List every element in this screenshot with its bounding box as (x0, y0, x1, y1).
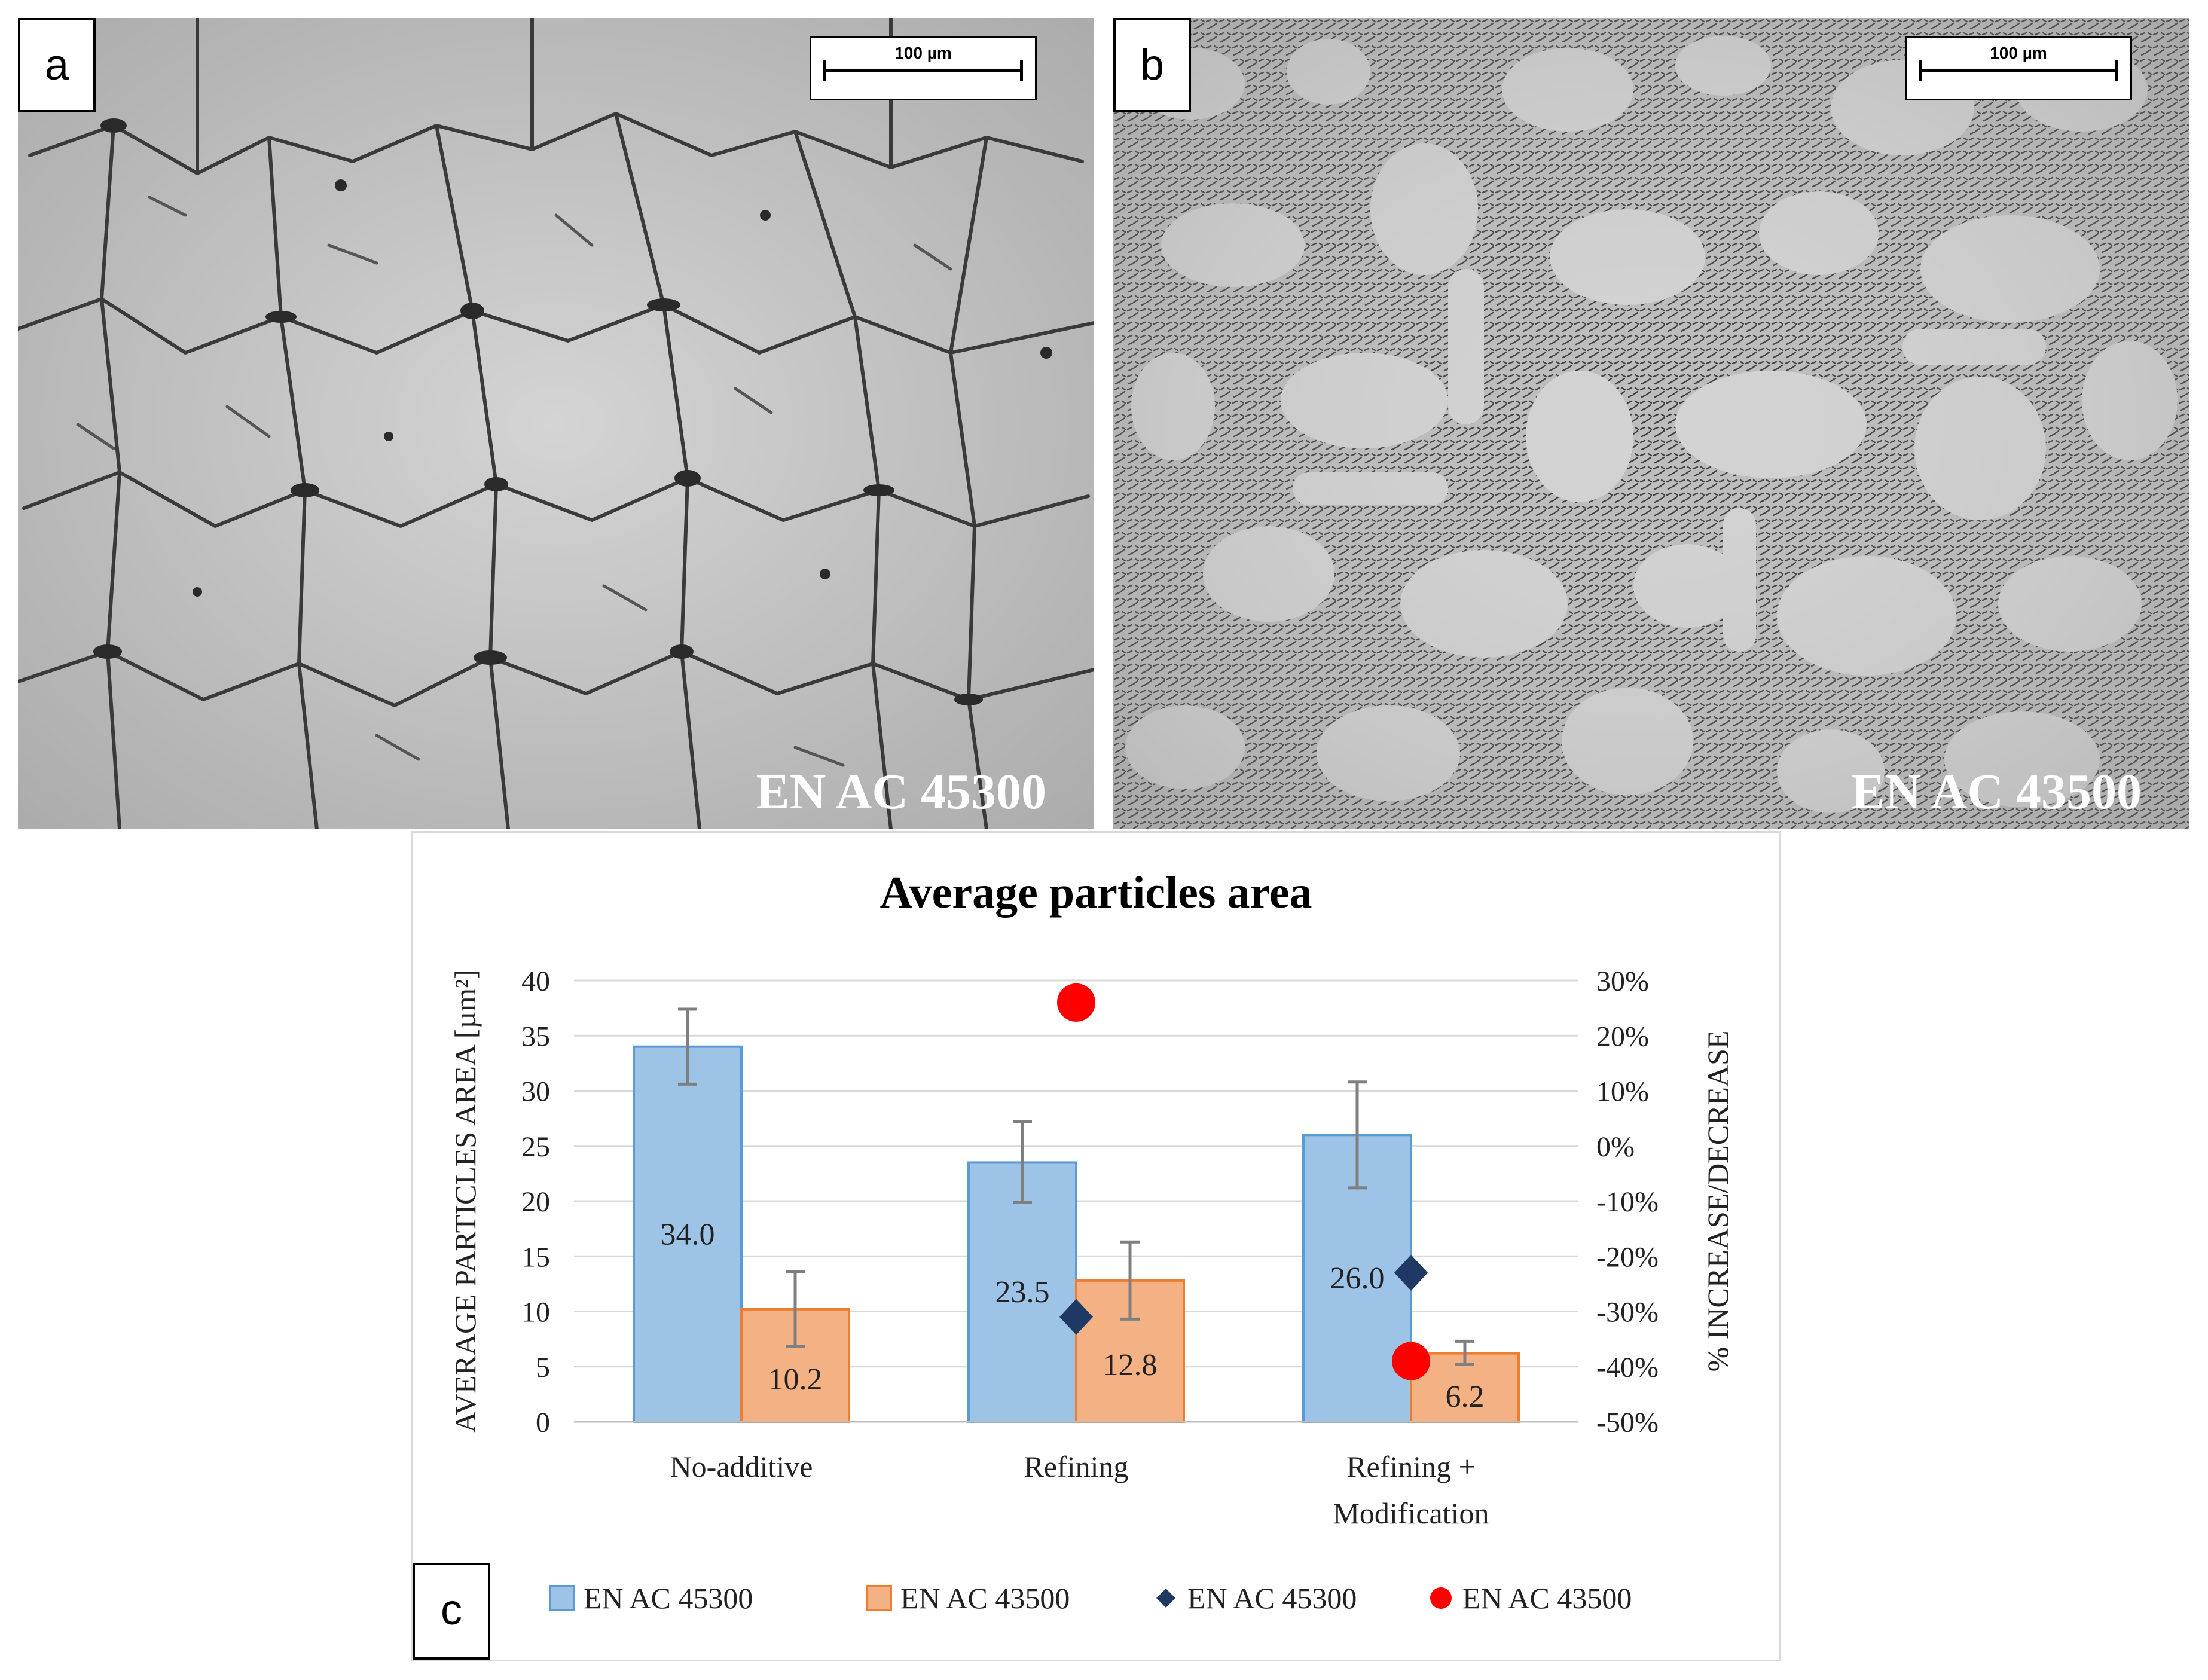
y-tick-label: 35 (521, 1021, 550, 1052)
y2-tick-label: -50% (1596, 1407, 1659, 1438)
micrograph-image-a (18, 18, 1094, 829)
y-tick-label: 25 (521, 1131, 550, 1163)
data-label: 23.5 (995, 1275, 1050, 1309)
y-tick-label: 30 (521, 1076, 550, 1108)
legend-label: EN AC 43500 (1462, 1581, 1632, 1615)
y-tick-label: 5 (536, 1352, 550, 1383)
chart-svg: 34.0 23.5 26.0 10.2 12.8 6.2 0 5 10 15 20 25 30 35 40… (448, 868, 1734, 1615)
y2-tick-label: -20% (1596, 1241, 1659, 1273)
y-tick-label: 20 (521, 1186, 550, 1218)
scale-line-a (823, 60, 1023, 81)
alloy-label-a: EN AC 45300 (756, 764, 1046, 820)
scale-bar-b: 100 µm (1905, 36, 2132, 100)
markers (1057, 983, 1430, 1380)
y2-tick-label: 30% (1596, 966, 1649, 997)
chart-title: Average particles area (879, 868, 1312, 918)
y2-tick-label: -30% (1596, 1297, 1659, 1328)
y-tick-label: 40 (521, 966, 550, 997)
panel-letter-c: c (413, 1563, 490, 1660)
bars (633, 1045, 1520, 1424)
y-tick-label: 10 (521, 1297, 550, 1328)
y2-tick-label: 10% (1596, 1076, 1649, 1108)
legend-circle-icon (1430, 1587, 1452, 1609)
micrograph-panel-b: b 100 µm EN AC 43500 (1113, 18, 2189, 829)
diamond-marker (1059, 1299, 1093, 1335)
bar (633, 1045, 743, 1423)
y2-tick-label: -40% (1596, 1352, 1659, 1383)
data-label: 10.2 (768, 1363, 823, 1397)
circle-marker (1392, 1342, 1430, 1380)
legend-label: EN AC 45300 (1187, 1581, 1357, 1615)
y-axis-title: AVERAGE PARTICLES AREA [µm²] (448, 969, 482, 1433)
y2-tick-label: 0% (1596, 1131, 1635, 1163)
bar (967, 1161, 1077, 1423)
data-label: 12.8 (1103, 1348, 1158, 1382)
panel-letter-a: a (18, 18, 96, 112)
x-category-label: No-additive (670, 1450, 813, 1483)
x-category-label: Refining + (1346, 1450, 1476, 1483)
data-label: 26.0 (1330, 1261, 1385, 1296)
legend: EN AC 45300 EN AC 43500 EN AC 45300 EN AC 4… (549, 1581, 1632, 1615)
y2-axis-title: % INCREASE/DECREASE (1701, 1031, 1734, 1372)
axes: 0 5 10 15 20 25 30 35 40 -50% -40% -30% -20% -10% 0% 10… (448, 966, 1734, 1530)
scale-line-b (1919, 60, 2118, 81)
legend-swatch (866, 1585, 892, 1611)
scale-label-b: 100 µm (1990, 44, 2047, 62)
alloy-label-b: EN AC 43500 (1851, 764, 2142, 820)
diamond-marker (1394, 1254, 1428, 1291)
legend-swatch (549, 1585, 575, 1611)
data-label: 6.2 (1446, 1380, 1485, 1414)
scale-label-a: 100 µm (894, 44, 952, 62)
legend-label: EN AC 43500 (900, 1581, 1070, 1615)
data-label: 34.0 (661, 1217, 715, 1251)
micrograph-panel-a: a 100 µm EN AC 45300 (18, 18, 1094, 829)
chart-panel: 34.0 23.5 26.0 10.2 12.8 6.2 0 5 10 15 20 25 30 35 40… (411, 831, 1781, 1661)
data-labels: 34.0 23.5 26.0 10.2 12.8 6.2 (661, 1217, 1485, 1414)
circle-marker (1057, 983, 1095, 1022)
x-category-label: Refining (1024, 1450, 1129, 1483)
y-tick-label: 15 (521, 1241, 550, 1273)
micrograph-image-b (1113, 18, 2189, 829)
y-tick-label: 0 (536, 1407, 550, 1438)
y2-tick-label: 20% (1596, 1021, 1649, 1052)
legend-diamond-icon (1156, 1589, 1175, 1608)
x-category-label: Modification (1333, 1496, 1489, 1530)
y2-tick-label: -10% (1596, 1186, 1659, 1218)
panel-letter-b: b (1113, 18, 1191, 112)
error-bars (678, 1007, 1474, 1366)
legend-label: EN AC 45300 (584, 1581, 753, 1615)
scale-bar-a: 100 µm (810, 36, 1037, 100)
